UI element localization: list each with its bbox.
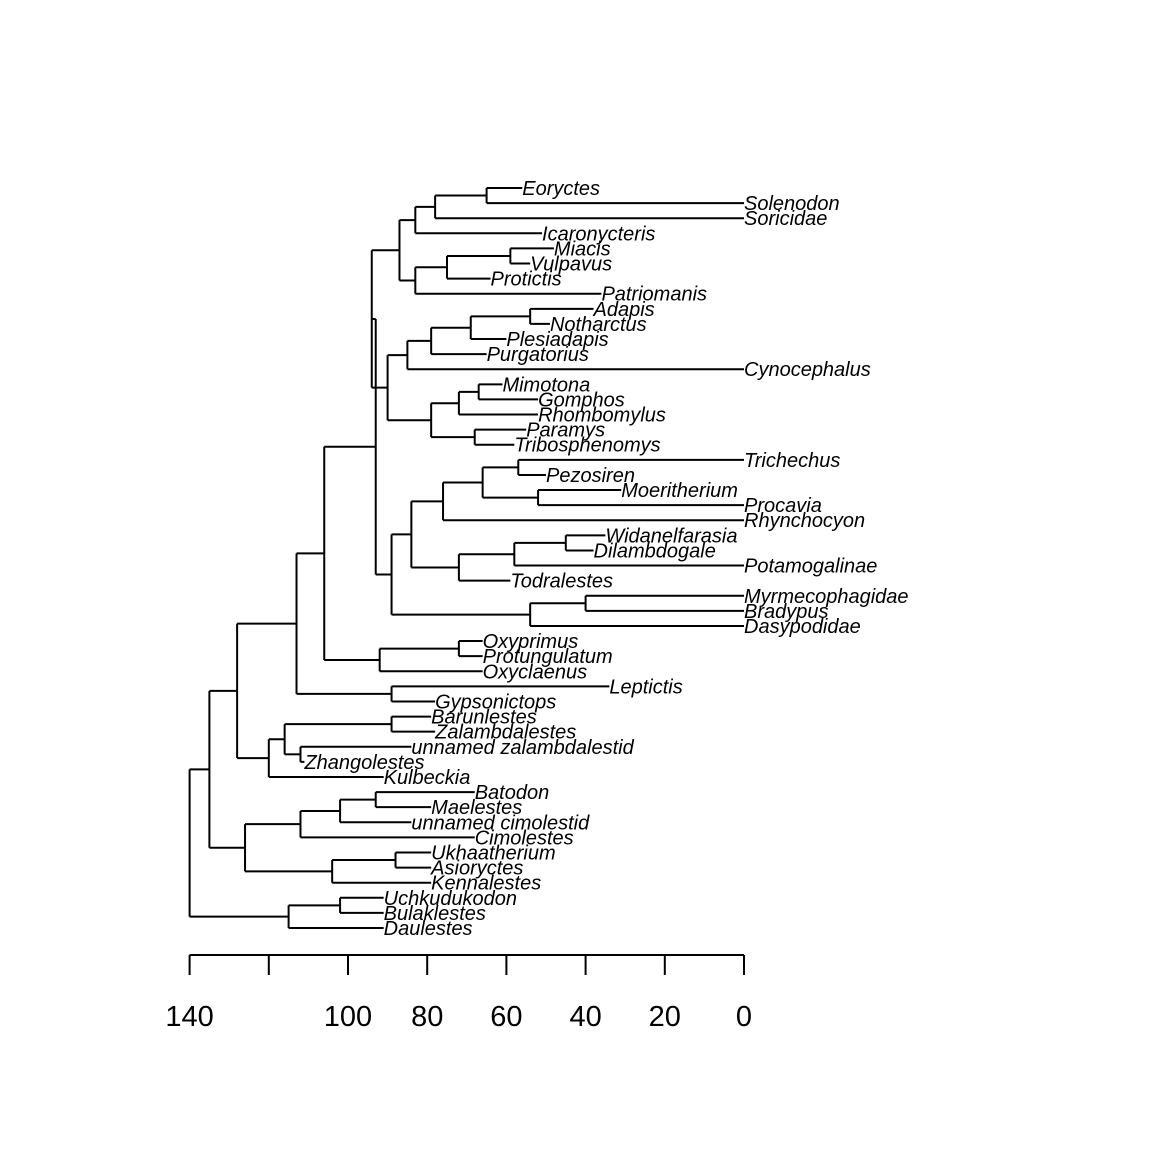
tip-labels: EoryctesSolenodonSoricidaeIcaronycterisM… [303, 178, 908, 940]
tip-label-eoryctes: Eoryctes [522, 178, 600, 200]
tip-label-cimolestes: Cimolestes [475, 827, 574, 849]
tip-label-bulaklestes: Bulaklestes [384, 903, 486, 925]
tip-label-miacis: Miacis [554, 238, 611, 260]
axis-tick-label: 60 [490, 1001, 522, 1033]
tip-label-oxyclaenus: Oxyclaenus [483, 661, 588, 683]
tip-label-rhombomylus: Rhombomylus [538, 405, 666, 427]
tree-branches [188, 187, 744, 929]
tip-label-barunlestes: Barunlestes [431, 707, 537, 729]
tip-label-unnamed_zalambdalestid: unnamed zalambdalestid [411, 737, 634, 759]
tip-label-paramys: Paramys [526, 420, 605, 442]
tip-label-moeritherium: Moeritherium [621, 480, 738, 502]
axis-tick-label: 20 [649, 1001, 681, 1033]
tip-label-gypsonictops: Gypsonictops [435, 691, 556, 713]
tip-label-rhynchocyon: Rhynchocyon [744, 510, 865, 532]
tip-label-gomphos: Gomphos [538, 389, 625, 411]
tip-label-zhangolestes: Zhangolestes [303, 752, 424, 774]
tip-label-asioryctes: Asioryctes [430, 858, 523, 880]
tip-label-ukhaatherium: Ukhaatherium [431, 842, 556, 864]
axis-tick-label: 0 [736, 1001, 752, 1033]
tip-label-bradypus: Bradypus [744, 601, 829, 623]
tip-label-kulbeckia: Kulbeckia [384, 767, 471, 789]
tip-label-patriomanis: Patriomanis [601, 284, 707, 306]
tip-label-todralestes: Todralestes [510, 571, 613, 593]
tip-label-icaronycteris: Icaronycteris [542, 223, 655, 245]
time-axis: 140 100 80 60 40 20 0 [165, 954, 752, 1033]
tip-label-cynocephalus: Cynocephalus [744, 359, 871, 381]
axis-tick-label: 40 [569, 1001, 601, 1033]
tip-label-vulpavus: Vulpavus [530, 254, 612, 276]
tip-label-notharctus: Notharctus [550, 314, 647, 336]
tip-label-adapis: Adapis [593, 299, 655, 321]
tip-label-potamogalinae: Potamogalinae [744, 556, 877, 578]
tip-label-batodon: Batodon [475, 782, 550, 804]
tip-label-mimotona: Mimotona [502, 374, 590, 396]
tip-label-dasypodidae: Dasypodidae [744, 616, 861, 638]
tip-label-purgatorius: Purgatorius [487, 344, 589, 366]
tip-label-maelestes: Maelestes [431, 797, 522, 819]
tip-label-plesiadapis: Plesiadapis [506, 329, 608, 351]
axis-tick-label: 100 [324, 1001, 372, 1033]
tip-label-uchkudukodon: Uchkudukodon [384, 888, 517, 910]
tip-label-dilambdogale: Dilambdogale [594, 540, 716, 562]
tip-label-soricidae: Soricidae [744, 208, 827, 230]
tip-label-protungulatum: Protungulatum [483, 646, 613, 668]
tip-label-zalambdalestes: Zalambdalestes [434, 722, 576, 744]
tip-label-solenodon: Solenodon [744, 193, 840, 215]
tip-label-unnamed_cimolestid: unnamed cimolestid [411, 812, 590, 834]
axis-tick-label: 80 [411, 1001, 443, 1033]
axis-tick-label: 140 [165, 1001, 213, 1033]
tip-label-widanelfarasia: Widanelfarasia [605, 525, 737, 547]
tip-label-trichechus: Trichechus [744, 450, 840, 472]
tip-label-leptictis: Leptictis [609, 676, 682, 698]
tip-label-tribosphenomys: Tribosphenomys [514, 435, 660, 457]
tip-label-protictis: Protictis [491, 269, 562, 291]
tip-label-oxyprimus: Oxyprimus [483, 631, 579, 653]
tip-label-kennalestes: Kennalestes [431, 873, 541, 895]
tip-label-pezosiren: Pezosiren [546, 465, 635, 487]
tip-label-daulestes: Daulestes [384, 918, 473, 940]
tip-label-myrmecophagidae: Myrmecophagidae [744, 586, 909, 608]
tip-label-procavia: Procavia [744, 495, 822, 517]
